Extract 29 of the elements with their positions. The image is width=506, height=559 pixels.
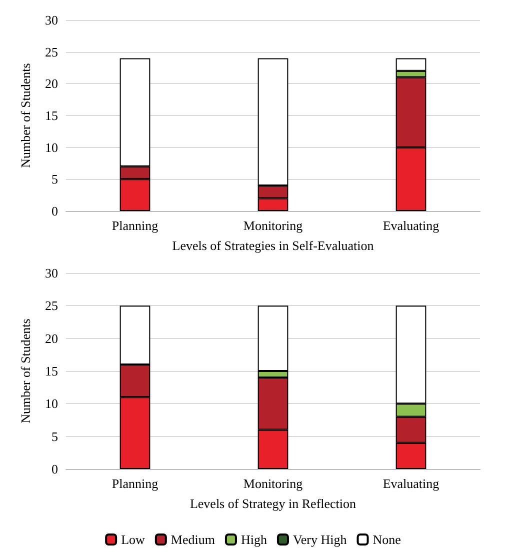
legend-label: None [372,532,402,547]
y-tick-label: 30 [45,266,58,280]
y-tick-label: 25 [45,44,58,60]
x-axis-title: Levels of Strategies in Self-Evaluation [172,238,374,253]
y-tick-label: 25 [45,298,58,314]
y-tick-label: 10 [45,396,58,412]
x-tick-label: Monitoring [243,476,304,491]
x-tick-label: Planning [112,218,159,233]
y-tick-label: 10 [45,140,58,155]
y-tick-label: 20 [45,76,58,92]
y-tick-label: 30 [45,12,58,28]
legend-label: Low [121,532,146,547]
y-tick-label: 5 [52,172,58,187]
y-tick-label: 15 [45,364,58,378]
x-tick-label: Planning [112,476,159,491]
y-tick-label: 15 [45,108,58,123]
x-tick-label: Evaluating [382,218,440,233]
y-axis-title: Number of Students [18,63,33,168]
y-tick-label: 20 [45,330,58,346]
y-axis-title: Number of Students [18,318,33,424]
x-tick-label: Monitoring [243,218,304,233]
y-tick-label: 5 [52,428,58,444]
legend-label: High [240,532,268,547]
x-tick-label: Evaluating [382,476,440,491]
legend-label: Very High [292,532,348,547]
y-tick-label: 0 [52,462,58,476]
x-axis-title: Levels of Strategy in Reflection [190,496,357,511]
legend-label: Medium [170,532,215,547]
y-tick-label: 0 [52,204,58,218]
